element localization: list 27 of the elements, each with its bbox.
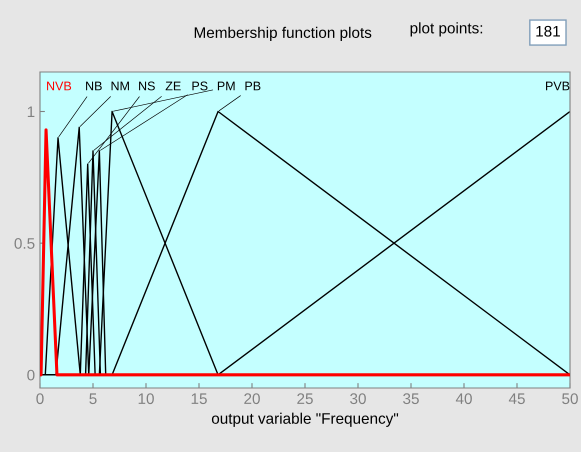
x-tick-label: 45 [508, 393, 525, 404]
chart-title: Membership function plots [194, 26, 372, 42]
text: NS [139, 82, 155, 90]
text: NM [112, 82, 129, 90]
x-tick-label: 30 [350, 393, 366, 404]
text: NVB [47, 82, 72, 90]
x-tick-label: 20 [244, 393, 260, 404]
x-tick-label: 15 [192, 393, 207, 404]
text: PS [192, 82, 208, 90]
series-label: PVB [546, 82, 570, 90]
y-tick-label: 1 [28, 106, 34, 118]
x-tick-label: 25 [297, 393, 313, 404]
y-tick-label: 0 [27, 370, 35, 381]
x-tick-label: 10 [138, 393, 154, 404]
text: plot points: [410, 22, 482, 36]
text: PB [245, 82, 260, 90]
x-tick-label: 35 [403, 393, 419, 404]
text: PM [218, 82, 235, 90]
text: NB [86, 82, 102, 90]
y-tick-label: 0.5 [14, 238, 34, 249]
text: ZE [166, 82, 181, 90]
x-axis-title: output variable "Frequency" [212, 412, 398, 427]
x-tick-label: 5 [89, 393, 97, 404]
x-tick-label: 0 [36, 393, 44, 404]
x-tick-label: 50 [562, 393, 578, 404]
text: 181 [536, 26, 560, 37]
x-tick-label: 40 [456, 393, 472, 404]
